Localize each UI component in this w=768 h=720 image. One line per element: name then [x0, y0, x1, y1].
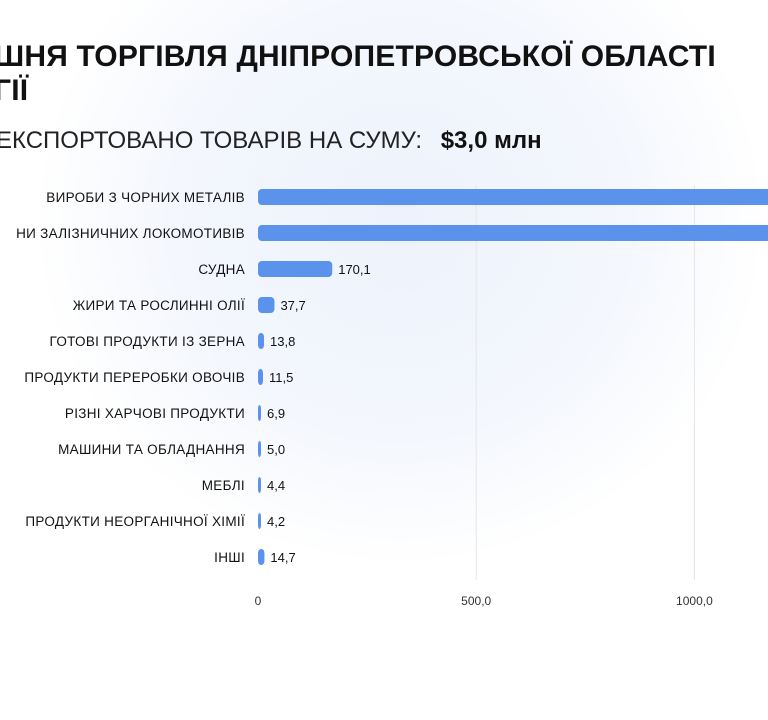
value-label: 6,9 — [267, 406, 285, 421]
category-label: РІЗНІ ХАРЧОВІ ПРОДУКТИ — [65, 406, 245, 421]
bar — [258, 405, 262, 421]
bar — [258, 513, 261, 529]
bar — [258, 297, 275, 313]
value-label: 11,5 — [269, 370, 293, 385]
category-label: ВИРОБИ З ЧОРНИХ МЕТАЛІВ — [46, 190, 245, 205]
export-summary-label: ЕКСПОРТОВАНО ТОВАРІВ НА СУМУ: — [0, 127, 423, 154]
value-label: 5,0 — [267, 442, 285, 457]
bar — [258, 261, 333, 277]
background-glow — [40, 0, 760, 560]
value-label: 37,7 — [280, 298, 305, 313]
bar — [258, 369, 264, 385]
x-tick-label: 500,0 — [461, 594, 491, 608]
category-label: ІНШІ — [214, 550, 245, 565]
chart-bars — [258, 189, 768, 565]
category-label: ЖИРИ ТА РОСЛИННІ ОЛІЇ — [73, 298, 245, 313]
value-label: 170,1 — [338, 262, 371, 277]
x-tick-label: 1000,0 — [676, 594, 713, 608]
value-label: 13,8 — [270, 334, 295, 349]
bar — [258, 477, 261, 493]
chart-x-axis-ticks: 0 500,0 1000,0 — [255, 594, 713, 608]
category-label: МЕБЛІ — [202, 478, 245, 493]
export-total-value: $3,0 млн — [440, 127, 542, 154]
export-summary: ЕКСПОРТОВАНО ТОВАРІВ НА СУМУ: $3,0 млн — [0, 126, 542, 156]
value-label: 4,4 — [267, 478, 285, 493]
category-label: СУДНА — [198, 262, 245, 277]
title-line-1: ШНЯ ТОРГІВЛЯ ДНІПРОПЕТРОВСЬКОЇ ОБЛАСТІ — [0, 40, 716, 73]
bar — [258, 333, 265, 349]
chart-category-labels: ВИРОБИ З ЧОРНИХ МЕТАЛІВ НИ ЗАЛІЗНИЧНИХ ЛО… — [16, 190, 245, 565]
bar — [258, 441, 261, 457]
bar — [258, 225, 768, 241]
category-label: ПРОДУКТИ ПЕРЕРОБКИ ОВОЧІВ — [24, 370, 245, 385]
category-label: ГОТОВІ ПРОДУКТИ ІЗ ЗЕРНА — [49, 334, 245, 349]
category-label: НИ ЗАЛІЗНИЧНИХ ЛОКОМОТИВІВ — [16, 226, 245, 241]
title-line-2: ГІЇ — [0, 74, 29, 107]
value-label: 14,7 — [270, 550, 295, 565]
category-label: МАШИНИ ТА ОБЛАДНАННЯ — [58, 442, 245, 457]
chart-gridlines — [475, 185, 695, 580]
chart-value-labels: 170,1 37,7 13,8 11,5 6,9 5,0 4,4 4,2 14,7 — [267, 262, 371, 565]
bar — [258, 189, 768, 205]
category-label: ПРОДУКТИ НЕОРГАНІЧНОЇ ХІМІЇ — [25, 514, 245, 529]
page-title: ШНЯ ТОРГІВЛЯ ДНІПРОПЕТРОВСЬКОЇ ОБЛАСТІ Г… — [0, 40, 716, 108]
value-label: 4,2 — [267, 514, 285, 529]
bar — [258, 549, 265, 565]
x-tick-label: 0 — [255, 594, 262, 608]
